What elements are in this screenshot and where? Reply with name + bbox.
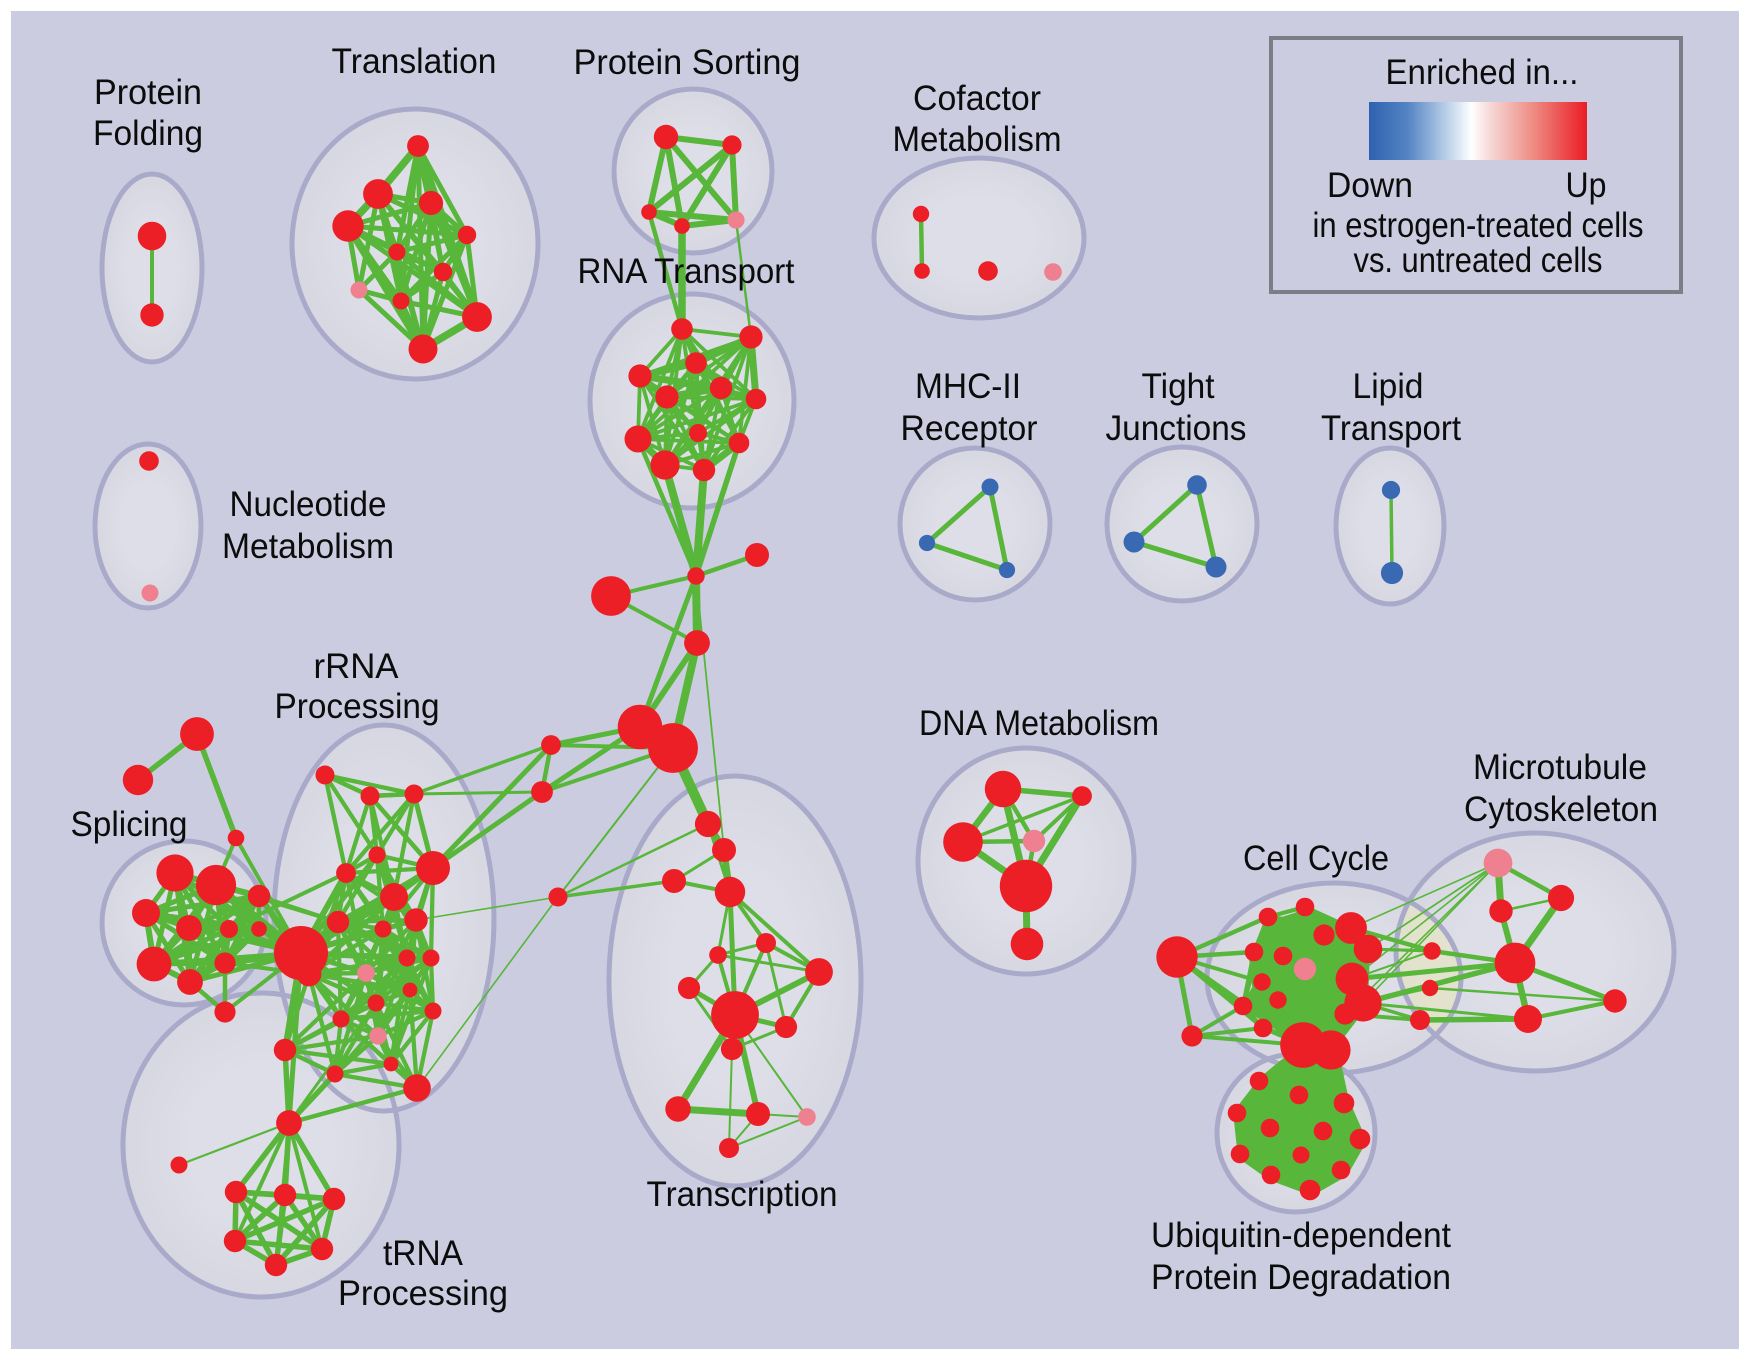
svg-text:DNA Metabolism: DNA Metabolism [919,704,1159,743]
svg-text:Tight: Tight [1142,367,1215,406]
svg-text:rRNA: rRNA [314,647,400,686]
svg-text:Nucleotide: Nucleotide [230,485,387,524]
svg-text:Enriched in...: Enriched in... [1386,53,1579,92]
svg-text:Down: Down [1327,166,1413,205]
svg-text:Protein: Protein [94,73,202,112]
svg-text:Splicing: Splicing [71,805,188,844]
svg-text:Cofactor: Cofactor [913,79,1041,118]
svg-text:Transcription: Transcription [647,1175,838,1214]
svg-text:Receptor: Receptor [901,409,1038,448]
svg-text:MHC-II: MHC-II [915,367,1021,406]
svg-text:Cell Cycle: Cell Cycle [1243,839,1389,878]
svg-text:Protein Degradation: Protein Degradation [1151,1258,1451,1297]
svg-text:tRNA: tRNA [383,1234,464,1273]
svg-text:Processing: Processing [275,687,440,726]
svg-text:Processing: Processing [338,1274,508,1313]
svg-text:vs. untreated cells: vs. untreated cells [1354,241,1603,280]
svg-text:Junctions: Junctions [1106,409,1247,448]
svg-text:Lipid: Lipid [1353,367,1424,406]
svg-text:Translation: Translation [332,42,497,81]
svg-text:Cytoskeleton: Cytoskeleton [1464,790,1658,829]
svg-text:RNA Transport: RNA Transport [578,252,795,291]
svg-text:in estrogen-treated cells: in estrogen-treated cells [1313,206,1644,245]
svg-text:Ubiquitin-dependent: Ubiquitin-dependent [1151,1216,1451,1255]
svg-text:Up: Up [1566,166,1607,205]
svg-text:Metabolism: Metabolism [222,527,394,566]
svg-text:Microtubule: Microtubule [1473,748,1647,787]
svg-text:Transport: Transport [1321,409,1461,448]
svg-text:Protein Sorting: Protein Sorting [574,43,801,82]
svg-text:Metabolism: Metabolism [893,120,1062,159]
svg-text:Folding: Folding [93,114,203,153]
